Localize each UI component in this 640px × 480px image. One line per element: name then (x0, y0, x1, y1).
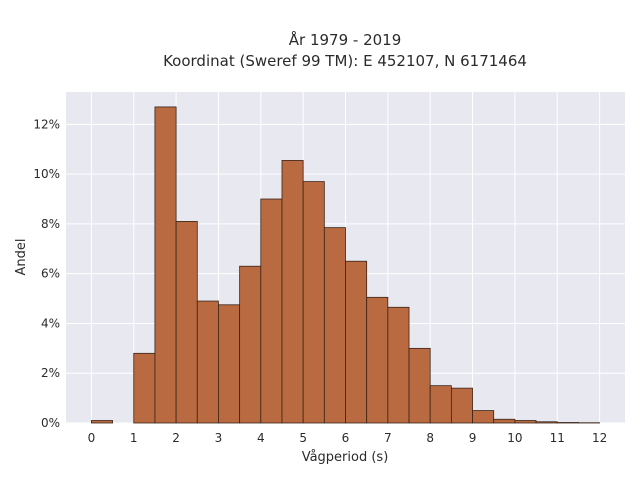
histogram-bar (218, 304, 241, 424)
x-tick-label: 10 (507, 431, 522, 445)
histogram-bar (133, 352, 156, 424)
x-tick-label: 8 (426, 431, 434, 445)
histogram-bar (387, 306, 410, 424)
histogram-bar (345, 260, 368, 424)
x-tick-label: 5 (299, 431, 307, 445)
y-axis-label: Andel (14, 239, 29, 276)
x-tick-label: 2 (172, 431, 180, 445)
y-tick-label: 4% (41, 316, 60, 330)
x-tick-label: 11 (550, 431, 565, 445)
histogram-bar (472, 410, 495, 424)
histogram-bar (493, 418, 516, 424)
histogram-bar (91, 420, 113, 424)
x-tick-label: 9 (469, 431, 477, 445)
histogram-bar (366, 296, 389, 424)
chart-title: År 1979 - 2019 (289, 30, 402, 49)
histogram-bar (535, 421, 558, 424)
x-tick-label: 4 (257, 431, 265, 445)
x-tick-label: 1 (130, 431, 138, 445)
x-tick-label: 0 (88, 431, 96, 445)
y-tick-label: 10% (33, 167, 60, 181)
x-tick-label: 6 (342, 431, 350, 445)
histogram-bar (323, 227, 346, 424)
chart-subtitle: Koordinat (Sweref 99 TM): E 452107, N 61… (163, 52, 527, 70)
histogram-bar (281, 160, 304, 424)
histogram-bar (175, 221, 198, 424)
histogram-bar (408, 347, 431, 424)
histogram-bar (302, 181, 325, 424)
y-tick-label: 8% (41, 217, 60, 231)
x-tick-label: 12 (592, 431, 607, 445)
x-axis-label: Vågperiod (s) (302, 450, 389, 465)
y-tick-label: 0% (41, 416, 60, 430)
histogram-bar (429, 385, 452, 424)
histogram-bar (239, 265, 262, 424)
y-tick-label: 12% (33, 117, 60, 131)
histogram-bar (260, 198, 283, 424)
y-tick-label: 6% (41, 267, 60, 281)
y-tick-label: 2% (41, 366, 60, 380)
histogram-bar (514, 420, 537, 424)
histogram-bar (450, 387, 473, 424)
histogram-bar (196, 300, 219, 424)
x-tick-label: 7 (384, 431, 392, 445)
histogram-bar (154, 106, 177, 424)
x-tick-label: 3 (215, 431, 223, 445)
